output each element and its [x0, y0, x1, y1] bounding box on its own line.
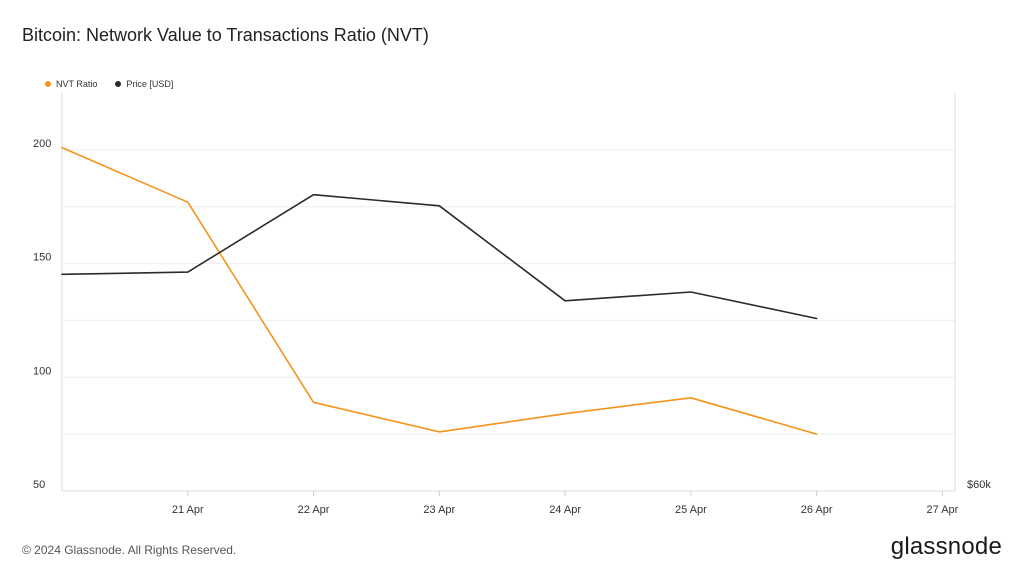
- data-point-nvt-0[interactable]: [60, 145, 65, 150]
- data-point-nvt-5[interactable]: [688, 395, 693, 400]
- data-point-price-5[interactable]: [688, 290, 693, 295]
- copyright-text: © 2024 Glassnode. All Rights Reserved.: [22, 543, 236, 557]
- y-left-tick-label: 100: [33, 365, 51, 377]
- x-tick-label: 23 Apr: [423, 504, 455, 516]
- x-tick-label: 26 Apr: [801, 504, 833, 516]
- x-tick-label: 21 Apr: [172, 504, 204, 516]
- x-tick-label: 27 Apr: [927, 504, 959, 516]
- y-left-tick-label: 200: [33, 138, 51, 150]
- data-point-price-6[interactable]: [814, 316, 819, 321]
- x-tick-label: 22 Apr: [298, 504, 330, 516]
- x-tick-label: 25 Apr: [675, 504, 707, 516]
- y-left-tick-label: 150: [33, 252, 51, 264]
- data-point-nvt-6[interactable]: [814, 432, 819, 437]
- data-point-nvt-2[interactable]: [311, 400, 316, 405]
- data-point-price-3[interactable]: [437, 203, 442, 208]
- label-layer: 21 Apr 22 Apr 23 Apr 24 Apr 25 Apr 26 Apr 27 A…: [33, 138, 991, 516]
- data-point-price-1[interactable]: [185, 270, 190, 275]
- grid-layer: [62, 150, 955, 434]
- x-tick-label: 24 Apr: [549, 504, 581, 516]
- data-point-price-2[interactable]: [311, 192, 316, 197]
- axis-layer: [62, 93, 955, 496]
- y-left-tick-label: 50: [33, 479, 45, 491]
- series-line-price[interactable]: [62, 195, 817, 319]
- y-right-tick-label: $60k: [967, 479, 991, 491]
- series-layer: [60, 145, 820, 437]
- glassnode-logo[interactable]: glassnode: [891, 533, 1002, 561]
- data-point-nvt-4[interactable]: [563, 411, 568, 416]
- data-point-nvt-3[interactable]: [437, 429, 442, 434]
- data-point-price-4[interactable]: [563, 298, 568, 303]
- data-point-nvt-1[interactable]: [185, 200, 190, 205]
- data-point-price-0[interactable]: [60, 272, 65, 277]
- series-line-nvt[interactable]: [62, 148, 817, 435]
